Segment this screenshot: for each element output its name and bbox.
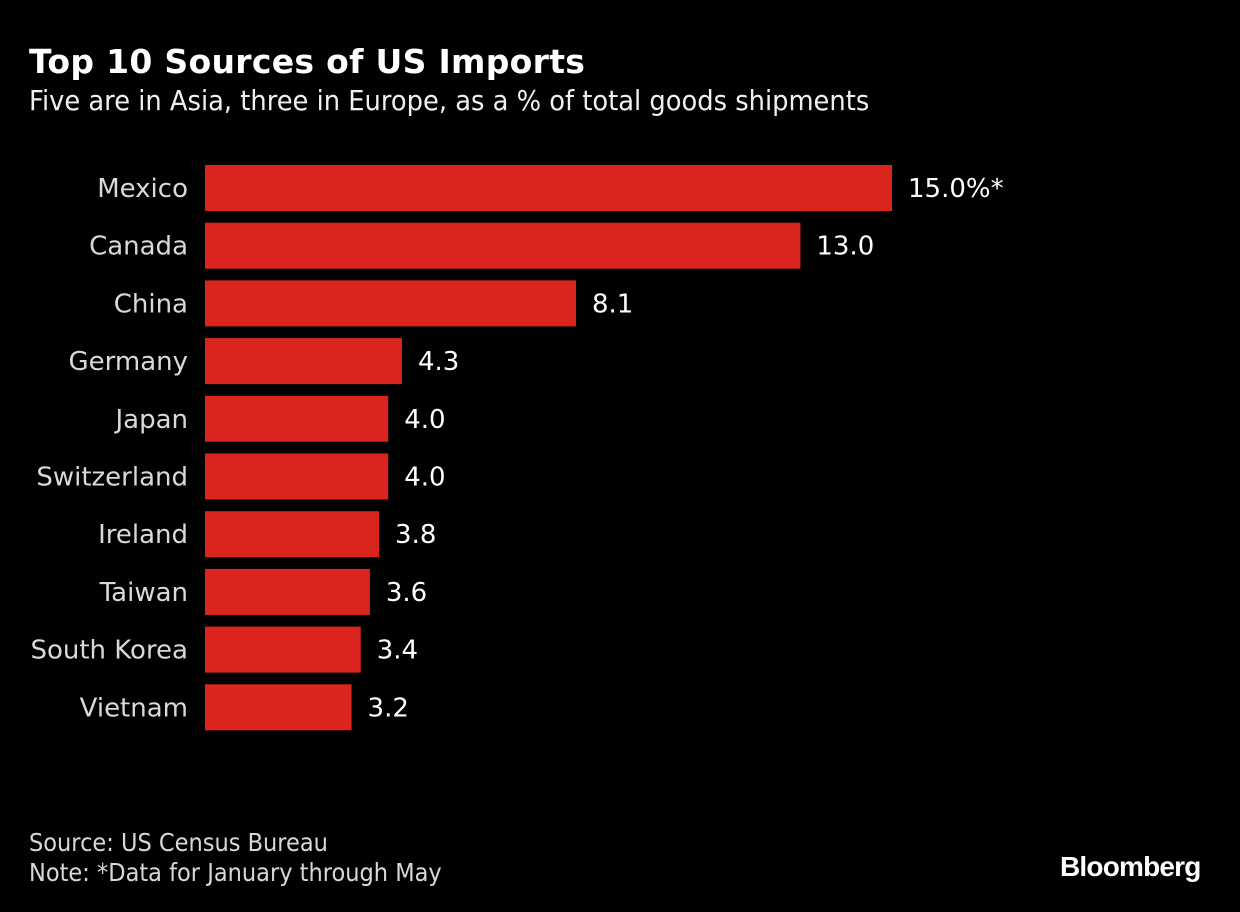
value-label: 3.6 [386, 578, 427, 608]
value-label: 3.4 [377, 636, 418, 666]
bar-switzerland [205, 453, 389, 500]
bar-canada [205, 222, 801, 269]
bar-taiwan [205, 568, 370, 615]
value-label: 4.0 [404, 405, 445, 435]
category-label: Ireland [98, 520, 188, 550]
category-label: Vietnam [80, 693, 188, 723]
value-label: 4.0 [404, 463, 445, 493]
bar-ireland [205, 511, 380, 558]
category-label: Switzerland [36, 463, 188, 493]
source-note: Source: US Census Bureau [29, 828, 328, 857]
value-label: 8.1 [592, 289, 633, 319]
bar-japan [205, 395, 389, 442]
category-label: Japan [113, 405, 188, 435]
category-label: Mexico [97, 174, 188, 204]
category-label: Taiwan [99, 578, 188, 608]
bar-vietnam [205, 684, 352, 731]
chart-title: Top 10 Sources of US Imports [29, 42, 586, 81]
bar-chart: Mexico 15.0%* Canada 13.0 China 8.1 Germany 4.3… [30, 165, 1004, 731]
value-label: 3.2 [368, 693, 409, 723]
value-label: 15.0%* [908, 174, 1004, 204]
footnote: Note: *Data for January through May [29, 858, 442, 887]
value-label: 13.0 [816, 232, 874, 262]
value-label: 3.8 [395, 520, 436, 550]
chart-subtitle: Five are in Asia, three in Europe, as a … [29, 84, 870, 117]
bar-mexico [205, 165, 892, 211]
bar-south-korea [205, 626, 361, 673]
category-label: South Korea [30, 636, 188, 666]
bar-germany [205, 338, 402, 385]
bloomberg-logo: Bloomberg [1060, 851, 1201, 882]
category-label: Canada [89, 232, 188, 262]
value-label: 4.3 [418, 347, 459, 377]
category-label: China [114, 289, 188, 319]
bar-china [205, 280, 576, 327]
category-label: Germany [68, 347, 188, 377]
